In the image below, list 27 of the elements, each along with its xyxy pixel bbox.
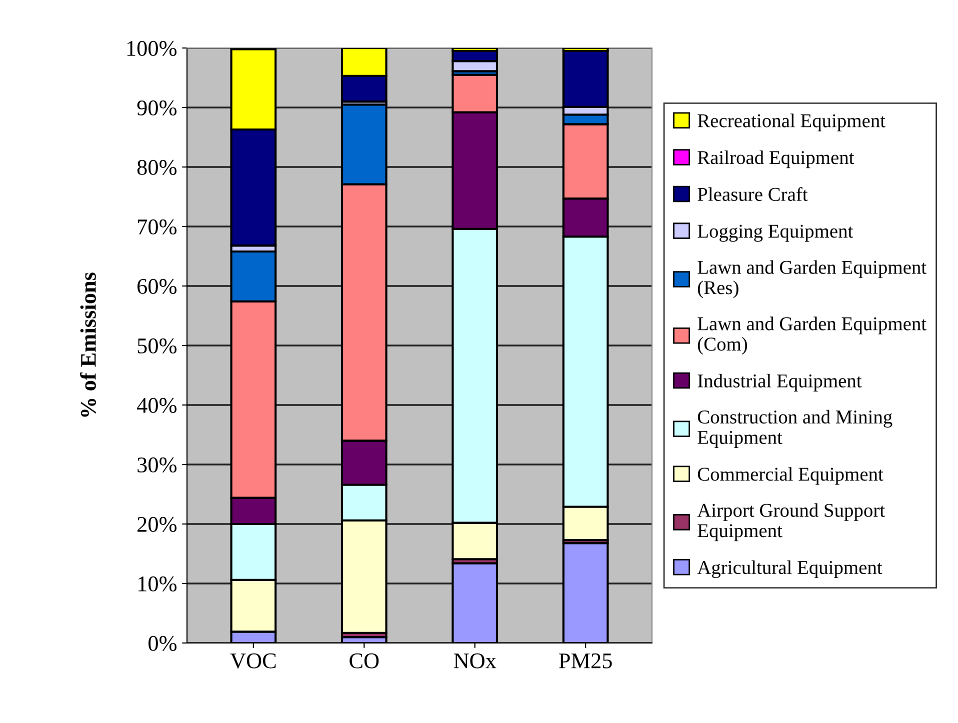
y-axis-title: % of Emissions <box>80 272 96 417</box>
x-tick-label: CO <box>350 653 379 668</box>
legend-label: Lawn and Garden Equipment (Res) <box>698 260 926 298</box>
legend-label: Airport Ground Support Equipment <box>697 503 885 542</box>
y-tick-label: 0% <box>148 636 177 651</box>
legend-label: Commercial Equipment <box>698 467 884 485</box>
legend-label: Industrial Equipment <box>698 374 862 392</box>
legend-label: Railroad Equipment <box>698 150 854 168</box>
y-tick-label: 80% <box>137 160 177 175</box>
y-tick-label: 60% <box>138 278 177 294</box>
legend-label: Recreational Equipment <box>698 114 886 132</box>
y-tick-label: 30% <box>138 457 177 472</box>
x-tick-label: VOC <box>230 653 276 668</box>
y-tick-label: 40% <box>136 398 177 413</box>
y-tick-label: 90% <box>137 100 177 116</box>
legend-label: Construction and Mining Equipment <box>698 410 892 448</box>
x-tick-label: PM25 <box>559 653 612 668</box>
x-tick-label: NOx <box>454 653 496 668</box>
y-tick-label: 50% <box>138 338 177 354</box>
y-tick-label: 70% <box>138 219 177 234</box>
y-tick-label: 10% <box>138 576 177 592</box>
legend-label: Agricultural Equipment <box>697 560 882 578</box>
legend-label: Pleasure Craft <box>698 187 808 201</box>
y-tick-label: 100% <box>127 40 177 56</box>
y-tick-label: 20% <box>138 516 177 532</box>
legend-label: Lawn and Garden Equipment (Com) <box>698 316 926 355</box>
legend-label: Logging Equipment <box>698 224 854 242</box>
